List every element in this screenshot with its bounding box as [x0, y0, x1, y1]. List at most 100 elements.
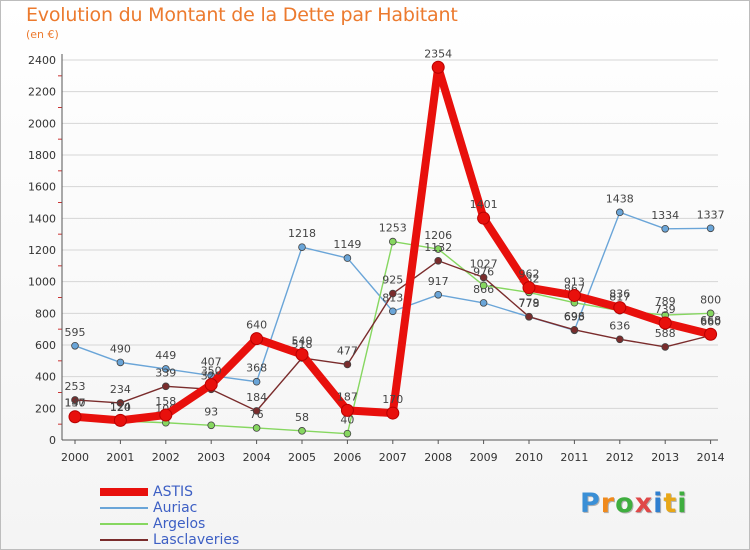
y-tick-label-1400: 1400: [28, 212, 56, 225]
data-label-argelos-2008: 1206: [424, 229, 452, 242]
data-label-astis-2014: 668: [700, 314, 721, 327]
chart-title: Evolution du Montant de la Dette par Hab…: [26, 4, 458, 26]
data-point-auriac-2009: [479, 299, 488, 307]
logo-letter: i: [653, 488, 664, 519]
data-point-astis-2004: [250, 332, 264, 346]
data-label-lasclaveries-2002: 339: [155, 366, 176, 379]
y-tick-label-1000: 1000: [28, 276, 56, 289]
data-label-lasclaveries-2006: 477: [337, 344, 358, 357]
legend-swatch-auriac: [100, 507, 148, 509]
data-point-auriac-2001: [116, 358, 125, 367]
data-point-lasclaveries-2002: [162, 382, 170, 391]
y-tick-label-0: 0: [49, 434, 56, 447]
proxiti-logo[interactable]: Proxiti: [580, 488, 688, 519]
data-label-lasclaveries-2011: 696: [564, 310, 585, 323]
data-point-astis-2006: [340, 403, 354, 417]
data-label-lasclaveries-2009: 1027: [470, 257, 498, 270]
y-tick-label-1200: 1200: [28, 244, 56, 257]
data-label-auriac-2012: 1438: [606, 192, 634, 205]
legend-label-argelos: Argelos: [153, 516, 206, 532]
x-tick-label-2009: 2009: [470, 451, 498, 464]
data-label-argelos-2007: 1253: [379, 222, 407, 235]
data-point-auriac-2004: [252, 377, 261, 386]
data-label-lasclaveries-2014: 660: [700, 316, 721, 329]
data-label-astis-2009: 1401: [470, 198, 498, 211]
data-label-auriac-2014: 1337: [697, 208, 725, 221]
data-label-astis-2005: 540: [292, 335, 313, 348]
chart-subtitle: (en €): [26, 28, 59, 41]
data-point-auriac-2013: [661, 224, 669, 233]
data-point-auriac-2007: [388, 307, 397, 316]
data-point-auriac-2000: [71, 341, 79, 350]
x-tick-label-2012: 2012: [606, 451, 634, 464]
logo-letter: i: [677, 488, 688, 519]
data-point-argelos-2006: [343, 429, 352, 438]
data-label-argelos-2013: 789: [655, 295, 676, 308]
data-point-auriac-2008: [434, 291, 443, 299]
data-point-lasclaveries-2009: [479, 273, 488, 282]
data-label-astis-2007: 170: [382, 393, 403, 406]
data-label-auriac-2010: 778: [519, 297, 540, 310]
data-point-astis-2010: [522, 281, 536, 295]
data-point-lasclaveries-2010: [525, 312, 533, 321]
x-tick-label-2003: 2003: [197, 451, 225, 464]
data-point-lasclaveries-2004: [252, 407, 261, 415]
data-point-astis-2003: [204, 378, 218, 392]
data-label-astis-2012: 836: [609, 288, 630, 301]
data-label-lasclaveries-2005: 518: [292, 338, 313, 351]
data-label-astis-2004: 640: [246, 319, 267, 332]
x-tick-label-2006: 2006: [333, 451, 361, 464]
data-point-auriac-2006: [343, 254, 352, 262]
data-label-astis-2000: 147: [65, 397, 86, 410]
data-label-lasclaveries-2010: 779: [519, 297, 540, 310]
data-point-argelos-2009: [479, 281, 488, 290]
data-point-lasclaveries-2012: [615, 335, 624, 344]
y-tick-label-2000: 2000: [28, 117, 56, 130]
legend-swatch-astis: [100, 488, 148, 496]
legend-label-astis: ASTIS: [153, 484, 194, 500]
data-point-astis-2005: [295, 348, 309, 361]
x-tick-label-2011: 2011: [560, 451, 588, 464]
data-label-lasclaveries-2001: 234: [110, 383, 131, 396]
y-tick-label-2400: 2400: [28, 54, 56, 67]
data-label-argelos-2012: 817: [609, 291, 630, 304]
data-point-argelos-2003: [207, 421, 216, 430]
data-label-argelos-2014: 800: [700, 293, 721, 306]
data-point-astis-2009: [477, 211, 491, 225]
data-point-astis-2000: [68, 410, 82, 424]
data-point-auriac-2012: [615, 208, 624, 217]
data-label-auriac-2003: 407: [201, 356, 222, 369]
data-point-astis-2011: [567, 288, 581, 302]
y-tick-label-200: 200: [35, 402, 56, 415]
data-label-auriac-2001: 490: [110, 342, 131, 355]
y-tick-label-1800: 1800: [28, 149, 56, 162]
data-label-argelos-2001: 120: [110, 401, 131, 414]
data-label-lasclaveries-2008: 1132: [424, 241, 452, 254]
data-point-argelos-2007: [388, 237, 397, 246]
data-point-auriac-2002: [162, 365, 170, 373]
y-tick-label-2200: 2200: [28, 86, 56, 99]
y-tick-label-400: 400: [35, 371, 56, 384]
y-tick-label-600: 600: [35, 339, 56, 352]
data-label-auriac-2002: 449: [155, 349, 176, 362]
x-tick-label-2007: 2007: [379, 451, 407, 464]
data-label-auriac-2008: 917: [428, 275, 449, 288]
y-tick-label-1600: 1600: [28, 181, 56, 194]
data-point-argelos-2004: [252, 424, 261, 432]
data-point-astis-2001: [113, 413, 127, 427]
data-point-astis-2008: [431, 60, 445, 74]
data-label-astis-2010: 962: [519, 268, 540, 281]
data-point-lasclaveries-2008: [434, 256, 443, 265]
data-label-auriac-2005: 1218: [288, 227, 316, 240]
data-point-lasclaveries-2011: [570, 325, 579, 334]
data-label-lasclaveries-2007: 925: [382, 274, 403, 287]
x-tick-label-2014: 2014: [697, 451, 725, 464]
data-point-argelos-2014: [706, 309, 715, 318]
data-label-auriac-2004: 368: [246, 362, 267, 375]
data-label-argelos-2003: 93: [204, 405, 218, 418]
data-point-auriac-2014: [706, 224, 715, 233]
legend-swatch-argelos: [100, 523, 148, 525]
data-label-astis-2011: 913: [564, 275, 585, 288]
data-point-lasclaveries-2013: [661, 343, 669, 351]
